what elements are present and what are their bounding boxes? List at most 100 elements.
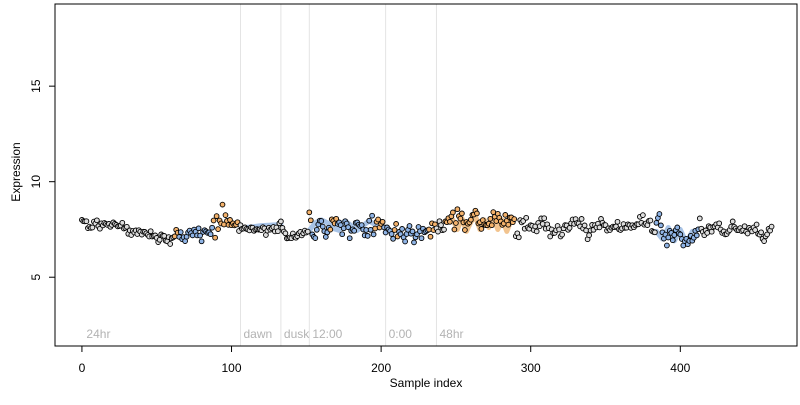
data-point xyxy=(147,228,154,235)
data-point xyxy=(346,235,353,242)
data-point xyxy=(399,226,405,232)
y-tick-label: 5 xyxy=(29,274,43,281)
data-point xyxy=(556,226,562,233)
annotation-label: 24hr xyxy=(86,327,110,341)
data-point xyxy=(744,230,751,237)
data-point xyxy=(708,228,715,235)
data-point xyxy=(566,225,573,231)
data-point xyxy=(427,233,434,240)
data-point xyxy=(761,238,767,244)
data-point xyxy=(212,234,218,241)
data-point xyxy=(406,223,413,229)
x-tick-label: 200 xyxy=(371,361,391,375)
data-point xyxy=(369,212,375,219)
annotation-labels: 24hr dawn dusk 12:00 0:00 48hr xyxy=(86,327,463,341)
data-point xyxy=(418,235,425,242)
data-point xyxy=(438,222,444,228)
data-point xyxy=(716,220,723,227)
annotation-lines xyxy=(240,4,437,346)
data-point xyxy=(198,238,205,245)
data-point xyxy=(652,229,658,236)
data-point xyxy=(478,226,485,232)
data-point xyxy=(541,215,548,222)
x-axis-label: Sample index xyxy=(390,376,463,390)
data-point xyxy=(219,201,226,208)
data-point xyxy=(393,221,399,227)
data-point xyxy=(457,215,464,222)
data-point xyxy=(278,218,284,225)
data-point xyxy=(83,218,90,225)
data-point xyxy=(511,216,518,222)
data-point xyxy=(764,231,770,238)
y-tick-label: 10 xyxy=(29,175,43,189)
data-point xyxy=(197,232,203,239)
data-point xyxy=(454,206,461,213)
data-point xyxy=(696,215,703,222)
data-point xyxy=(402,238,408,245)
data-point xyxy=(89,224,96,231)
data-point xyxy=(502,212,509,218)
data-point xyxy=(614,218,621,225)
data-point xyxy=(462,227,468,233)
data-point xyxy=(123,223,130,230)
data-point xyxy=(340,225,347,232)
data-points xyxy=(79,201,775,249)
data-point xyxy=(578,216,585,222)
data-point xyxy=(664,242,670,249)
data-point xyxy=(450,209,456,216)
x-tick-label: 300 xyxy=(521,361,541,375)
data-point xyxy=(487,215,494,222)
data-point xyxy=(677,231,684,238)
data-point xyxy=(505,221,512,228)
data-point xyxy=(345,224,352,231)
data-point xyxy=(426,226,432,233)
data-point xyxy=(333,215,340,222)
data-point xyxy=(370,231,377,238)
data-point xyxy=(306,209,313,216)
data-point xyxy=(364,233,371,239)
data-point xyxy=(474,210,480,217)
data-point xyxy=(275,228,281,235)
annotation-label: 0:00 xyxy=(389,327,413,341)
data-point xyxy=(753,221,760,228)
data-point xyxy=(327,226,334,233)
data-point xyxy=(596,224,603,231)
data-point xyxy=(313,226,320,233)
y-tick-label: 15 xyxy=(29,79,43,93)
plot-frame xyxy=(54,3,798,347)
data-point xyxy=(752,227,758,233)
data-point xyxy=(379,218,386,225)
annotation-label: 48hr xyxy=(439,327,463,341)
data-point xyxy=(210,217,217,224)
data-point xyxy=(390,235,396,242)
data-point xyxy=(653,219,660,226)
data-point xyxy=(768,223,775,230)
data-point xyxy=(167,241,174,247)
data-point xyxy=(339,231,346,238)
data-point xyxy=(488,222,495,229)
data-point xyxy=(222,212,229,218)
data-point xyxy=(441,226,447,233)
x-tick-label: 100 xyxy=(222,361,242,375)
data-point xyxy=(409,228,416,235)
data-point xyxy=(729,218,736,225)
data-point xyxy=(195,225,202,232)
data-point xyxy=(177,229,184,235)
data-point xyxy=(375,216,381,223)
data-point xyxy=(647,217,654,224)
data-point xyxy=(581,222,588,229)
x-tick-label: 400 xyxy=(670,361,690,375)
data-point xyxy=(215,226,221,232)
y-axis-label: Expression xyxy=(9,142,23,201)
x-axis: 0 100 200 300 400 xyxy=(79,345,691,375)
annotation-label: dusk xyxy=(284,327,310,341)
data-point xyxy=(372,225,378,232)
data-point xyxy=(533,228,540,235)
data-point xyxy=(156,236,163,243)
data-point xyxy=(322,234,329,240)
data-point xyxy=(758,229,764,236)
data-point xyxy=(319,223,326,230)
data-point xyxy=(312,235,319,241)
data-point xyxy=(451,226,458,233)
data-point xyxy=(640,212,646,218)
